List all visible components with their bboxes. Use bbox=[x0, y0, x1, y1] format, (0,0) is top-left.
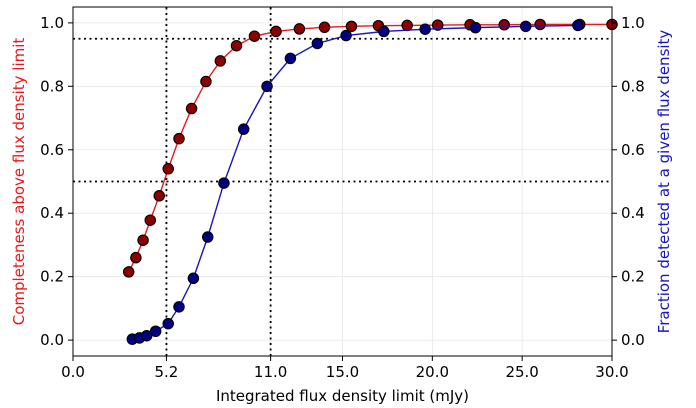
data-point-completeness bbox=[137, 234, 149, 246]
y-left-tick-label: 0.4 bbox=[40, 204, 64, 222]
y-right-tick-label: 0.6 bbox=[621, 141, 645, 159]
data-point-fraction-detected bbox=[202, 231, 214, 243]
data-point-fraction-detected bbox=[419, 23, 431, 35]
data-point-completeness bbox=[318, 21, 331, 34]
x-tick-label: 5.2 bbox=[154, 363, 178, 381]
data-point-fraction-detected bbox=[340, 29, 352, 42]
y-left-tick-label: 0.8 bbox=[40, 77, 64, 95]
y-left-tick-label: 0.0 bbox=[40, 331, 64, 349]
data-point-fraction-detected bbox=[261, 80, 273, 93]
data-point-completeness bbox=[270, 25, 282, 38]
y-axis-right-title: Fraction detected at a given flux densit… bbox=[655, 30, 673, 334]
data-point-completeness bbox=[162, 163, 174, 175]
y-axis-left-title: Completeness above flux density limit bbox=[10, 38, 28, 326]
data-point-completeness bbox=[534, 18, 546, 31]
data-point-fraction-detected bbox=[187, 272, 200, 285]
data-point-completeness bbox=[293, 23, 306, 35]
y-left-tick-label: 1.0 bbox=[40, 14, 64, 32]
data-point-completeness bbox=[130, 251, 142, 264]
series-line-completeness bbox=[128, 23, 612, 273]
y-left-tick-label: 0.2 bbox=[40, 268, 64, 286]
data-point-completeness bbox=[153, 190, 165, 202]
data-point-completeness bbox=[200, 75, 212, 88]
x-tick-label: 15.0 bbox=[326, 363, 359, 381]
x-tick-label: 0.0 bbox=[61, 363, 85, 381]
data-point-completeness bbox=[144, 214, 157, 226]
data-point-fraction-detected bbox=[572, 19, 584, 32]
y-right-tick-label: 0.2 bbox=[621, 268, 645, 286]
data-point-fraction-detected bbox=[237, 123, 250, 135]
data-point-fraction-detected bbox=[140, 329, 153, 342]
x-tick-label: 20.0 bbox=[416, 363, 449, 381]
y-right-tick-label: 1.0 bbox=[621, 14, 645, 32]
data-point-fraction-detected bbox=[162, 317, 174, 330]
data-point-completeness bbox=[248, 30, 261, 42]
data-point-fraction-detected bbox=[149, 325, 162, 338]
y-right-tick-label: 0.4 bbox=[621, 204, 645, 222]
data-point-fraction-detected bbox=[218, 177, 230, 189]
series-completeness bbox=[122, 18, 618, 278]
x-tick-label: 30.0 bbox=[595, 363, 628, 381]
data-point-fraction-detected bbox=[173, 301, 185, 313]
x-tick-label: 11.0 bbox=[254, 363, 287, 381]
axis-ticks: 0.0 5.2 11.0 15.0 20.0 25.0 30.0 0.0 0.0 0.2 0.2 0.… bbox=[40, 14, 645, 381]
data-point-completeness bbox=[431, 19, 444, 31]
data-point-completeness bbox=[214, 55, 227, 67]
data-point-completeness bbox=[498, 19, 510, 31]
y-right-tick-label: 0.0 bbox=[621, 331, 645, 349]
series-group bbox=[122, 18, 618, 345]
data-point-completeness bbox=[122, 266, 135, 278]
data-point-completeness bbox=[401, 19, 413, 32]
data-point-fraction-detected bbox=[311, 37, 324, 50]
series-fraction-detected bbox=[126, 19, 584, 345]
data-point-completeness bbox=[173, 132, 185, 145]
data-point-completeness bbox=[345, 20, 358, 33]
data-point-completeness bbox=[230, 39, 243, 52]
data-point-fraction-detected bbox=[520, 20, 532, 33]
data-point-fraction-detected bbox=[469, 21, 482, 34]
y-left-tick-label: 0.6 bbox=[40, 141, 64, 159]
y-right-tick-label: 0.8 bbox=[621, 77, 645, 95]
x-tick-label: 25.0 bbox=[505, 363, 538, 381]
data-point-fraction-detected bbox=[378, 25, 390, 38]
data-point-fraction-detected bbox=[284, 52, 297, 65]
data-point-completeness bbox=[185, 102, 198, 115]
x-axis-title: Integrated flux density limit (mJy) bbox=[216, 387, 469, 405]
